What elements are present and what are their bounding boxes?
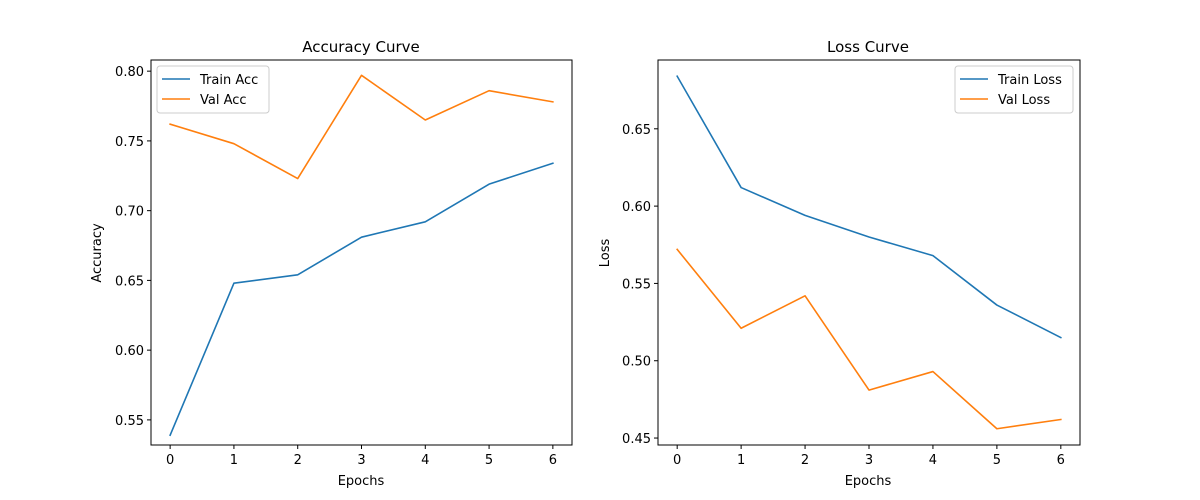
- accuracy-y-tick-label: 0.65: [115, 274, 144, 289]
- accuracy-x-tick-label: 1: [230, 453, 238, 468]
- loss-x-tick-label: 2: [801, 453, 809, 468]
- loss-x-tick-label: 1: [737, 453, 745, 468]
- accuracy-y-tick-label: 0.60: [115, 344, 144, 359]
- accuracy-y-tick-label: 0.75: [115, 135, 144, 150]
- accuracy-y-axis-label: Accuracy: [90, 223, 105, 283]
- accuracy-x-tick-label: 5: [485, 453, 493, 468]
- accuracy-y-tick-label: 0.70: [115, 205, 144, 220]
- loss-y-tick-label: 0.55: [622, 277, 651, 292]
- loss-x-tick-label: 6: [1057, 453, 1065, 468]
- accuracy-plot-area: 0 1 2 3 4 5 6 0.55 0.60 0.65 0.70 0.75 0.80: [115, 59, 573, 468]
- loss-plot-area: 0 1 2 3 4 5 6 0.45 0.50 0.55 0.60 0.65: [622, 59, 1081, 468]
- accuracy-series-line-train: [169, 162, 554, 437]
- accuracy-x-tick-label: 4: [421, 453, 429, 468]
- accuracy-legend: Train Acc Val Acc: [156, 65, 270, 114]
- loss-chart-title: Loss Curve: [827, 38, 909, 56]
- accuracy-x-tick-label: 6: [549, 453, 557, 468]
- loss-series-line-val: [676, 248, 1062, 430]
- accuracy-x-tick-label: 3: [357, 453, 365, 468]
- loss-y-tick-label: 0.50: [622, 355, 651, 370]
- loss-series-line-train: [676, 75, 1062, 339]
- loss-x-axis-label: Epochs: [845, 474, 892, 489]
- accuracy-chart: Accuracy Curve Epochs Accuracy 0 1 2 3 4 5 6 0.…: [90, 38, 573, 489]
- loss-y-tick-label: 0.45: [622, 432, 651, 447]
- loss-x-tick-label: 0: [673, 453, 681, 468]
- loss-y-tick-label: 0.65: [622, 123, 651, 138]
- loss-x-tick-label: 5: [993, 453, 1001, 468]
- accuracy-legend-box: [156, 65, 270, 114]
- accuracy-chart-title: Accuracy Curve: [302, 38, 420, 56]
- loss-x-tick-label: 4: [929, 453, 937, 468]
- accuracy-x-tick-label: 0: [166, 453, 174, 468]
- loss-legend-label-val: Val Loss: [998, 93, 1050, 108]
- accuracy-plot-frame: [150, 59, 573, 446]
- accuracy-x-axis-label: Epochs: [338, 474, 385, 489]
- accuracy-x-tick-label: 2: [294, 453, 302, 468]
- accuracy-legend-label-val: Val Acc: [200, 93, 247, 108]
- loss-y-tick-label: 0.60: [622, 200, 651, 215]
- accuracy-y-tick-label: 0.80: [115, 65, 144, 80]
- loss-y-axis-label: Loss: [598, 239, 613, 268]
- accuracy-legend-label-train: Train Acc: [199, 73, 258, 88]
- loss-x-tick-label: 3: [865, 453, 873, 468]
- loss-chart: Loss Curve Epochs Loss 0 1 2 3 4 5 6 0.45 0.50 0.…: [598, 38, 1081, 489]
- loss-plot-frame: [657, 59, 1081, 446]
- accuracy-y-tick-label: 0.55: [115, 414, 144, 429]
- loss-legend-box: [954, 65, 1074, 114]
- loss-legend: Train Loss Val Loss: [954, 65, 1074, 114]
- loss-legend-label-train: Train Loss: [997, 73, 1062, 88]
- accuracy-series-line-val: [169, 74, 554, 180]
